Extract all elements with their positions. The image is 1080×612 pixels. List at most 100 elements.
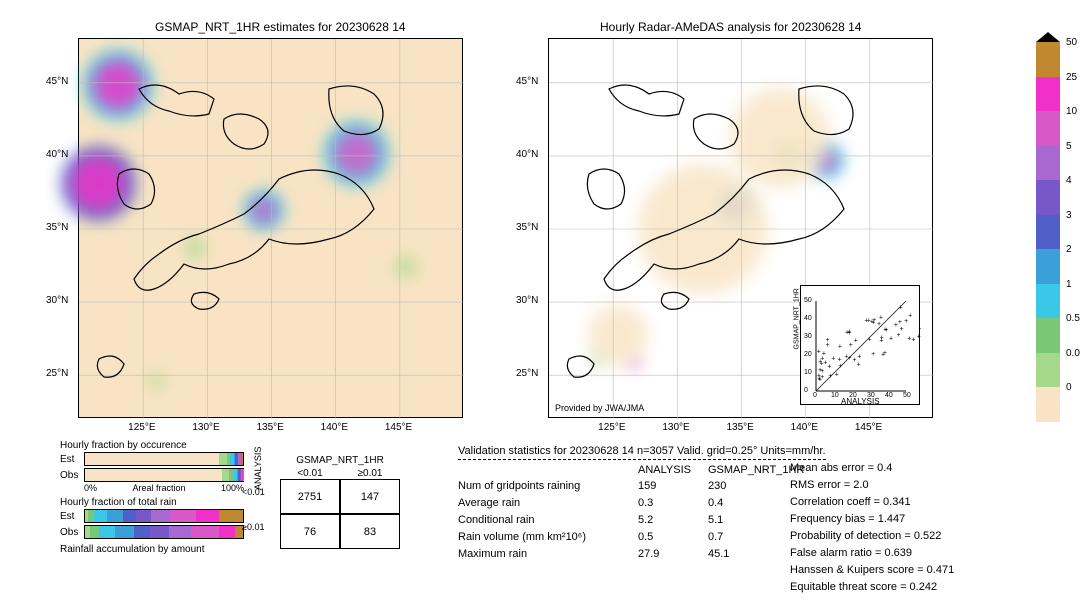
cont-cell: 2751 (280, 479, 340, 514)
colorbar-label: 10 (1066, 106, 1077, 117)
fraction-title-2: Hourly fraction of total rain (60, 497, 460, 508)
colorbar-label: 3 (1066, 210, 1072, 221)
colorbar-arrow-icon (1036, 32, 1060, 42)
lon-tick: 130°E (662, 422, 689, 433)
svg-text:+: + (849, 342, 853, 349)
colorbar-segment (1036, 215, 1060, 250)
colorbar: 00.010.512345102550 (1036, 32, 1060, 422)
metric-key: Hanssen & Kuipers score = (790, 564, 924, 576)
svg-text:+: + (898, 304, 902, 311)
svg-text:+: + (870, 318, 874, 325)
cont-label: GSMAP_NRT_1HR (280, 455, 400, 466)
fraction-segment (242, 453, 243, 465)
svg-text:+: + (897, 332, 901, 339)
lat-tick: 40°N (516, 149, 538, 160)
metric-key: Probability of detection = (790, 530, 911, 542)
cont-row-hdr-0: <0.01 (242, 487, 265, 497)
metric-key: RMS error = (790, 479, 850, 491)
fraction-segment (136, 510, 152, 522)
fraction-segment (99, 526, 115, 538)
svg-text:+: + (917, 333, 921, 340)
fraction-segment (169, 526, 191, 538)
fraction-bar (84, 509, 244, 523)
svg-text:+: + (920, 326, 921, 333)
fraction-row-label: Obs (60, 527, 84, 538)
precip-blob (730, 88, 830, 188)
svg-text:+: + (907, 335, 911, 342)
cont-cell: 147 (340, 479, 400, 514)
cont-cell: 76 (280, 514, 340, 549)
fraction-segment (134, 526, 150, 538)
stats-row-label: Conditional rain (458, 514, 638, 526)
stats-row-v1: 5.2 (638, 514, 708, 526)
metric-val: 2.0 (850, 479, 868, 491)
metric-val: 0.242 (907, 581, 938, 593)
lat-tick: 25°N (516, 368, 538, 379)
svg-text:+: + (894, 322, 898, 329)
metric-key: False alarm ratio = (790, 547, 881, 559)
svg-text:+: + (908, 312, 912, 319)
scatter-ytick: 30 (804, 333, 812, 340)
lon-tick: 135°E (727, 422, 754, 433)
lat-tick: 45°N (46, 76, 68, 87)
colorbar-label: 5 (1066, 141, 1072, 152)
stats-row-label: Rain volume (mm km²10⁶) (458, 531, 638, 543)
svg-text:+: + (831, 356, 835, 363)
stats-row-v1: 0.5 (638, 531, 708, 543)
svg-text:+: + (880, 334, 884, 341)
colorbar-segment (1036, 146, 1060, 181)
svg-text:+: + (898, 319, 902, 326)
scatter-xtick: 40 (885, 392, 893, 399)
scatter-xtick: 30 (867, 392, 875, 399)
scatter-ytick: 10 (804, 369, 812, 376)
fraction-segment (170, 510, 195, 522)
lon-tick: 125°E (598, 422, 625, 433)
svg-text:+: + (904, 318, 908, 325)
colorbar-label: 0.01 (1066, 348, 1080, 359)
stats-title: Validation statistics for 20230628 14 n=… (458, 445, 826, 460)
svg-text:+: + (837, 356, 841, 363)
colorbar-segment (1036, 318, 1060, 353)
fraction-segment (115, 526, 134, 538)
svg-text:+: + (848, 330, 852, 337)
cont-ylabel: ANALYSIS (253, 447, 263, 490)
scatter-xtick: 0 (813, 392, 817, 399)
fraction-segment (123, 510, 136, 522)
precip-blob (251, 198, 276, 223)
scatter-xtick: 20 (849, 392, 857, 399)
lon-tick: 125°E (128, 422, 155, 433)
map-title-right: Hourly Radar-AMeDAS analysis for 2023062… (600, 20, 861, 34)
scatter-ylabel: GSMAP_NRT_1HR (794, 288, 801, 349)
lon-tick: 145°E (855, 422, 882, 433)
precip-blob (638, 164, 768, 294)
fraction-segment (90, 526, 99, 538)
colorbar-label: 1 (1066, 279, 1072, 290)
stats-row-label: Num of gridpoints raining (458, 480, 638, 492)
scatter-ytick: 50 (804, 297, 812, 304)
fraction-segment (151, 510, 170, 522)
lat-tick: 35°N (516, 222, 538, 233)
lat-tick: 45°N (516, 76, 538, 87)
lon-tick: 140°E (791, 422, 818, 433)
svg-text:+: + (827, 364, 831, 371)
colorbar-segment (1036, 180, 1060, 215)
stats-row-label: Average rain (458, 497, 638, 509)
svg-text:+: + (856, 362, 860, 369)
svg-text:+: + (822, 350, 826, 357)
precip-blob (185, 238, 205, 258)
colorbar-segment (1036, 42, 1060, 77)
precip-blob (396, 257, 416, 277)
scatter-ytick: 20 (804, 351, 812, 358)
scatter-ytick: 40 (804, 315, 812, 322)
colorbar-segment (1036, 249, 1060, 284)
svg-text:+: + (828, 373, 832, 380)
lon-tick: 145°E (385, 422, 412, 433)
fraction-segment (150, 526, 169, 538)
fr-axis-0: 0% (84, 483, 97, 493)
svg-text:+: + (826, 342, 830, 349)
stats-section: Validation statistics for 20230628 14 n=… (458, 445, 826, 565)
metric-key: Correlation coeff = (790, 496, 880, 508)
precip-blob (588, 305, 648, 365)
precip-blob (149, 374, 164, 389)
colorbar-label: 0 (1066, 382, 1072, 393)
